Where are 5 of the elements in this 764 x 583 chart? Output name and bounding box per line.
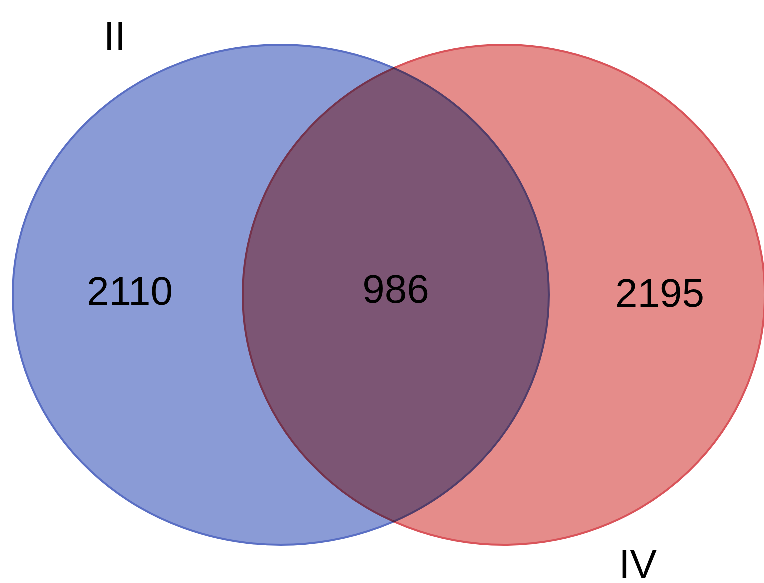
data-label: 2195	[616, 272, 704, 316]
category-label: II	[104, 15, 126, 59]
category-label: IV	[619, 543, 658, 583]
text: 986	[362, 268, 430, 312]
data-label: 2110	[86, 270, 174, 314]
